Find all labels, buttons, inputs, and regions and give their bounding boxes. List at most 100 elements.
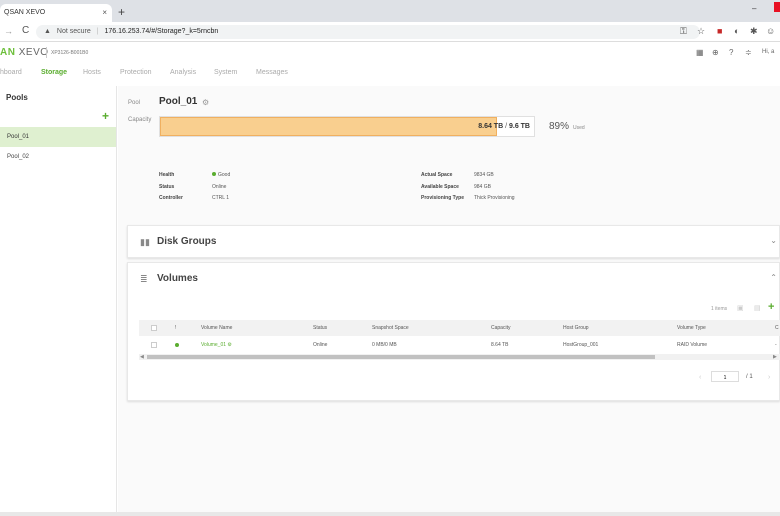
health-value-text: Good xyxy=(218,172,231,178)
nav-protection[interactable]: Protection xyxy=(120,69,152,76)
new-tab-button[interactable]: + xyxy=(118,5,126,19)
grid-icon[interactable]: ▦ xyxy=(696,48,704,57)
controller-label: Controller xyxy=(159,195,183,201)
pool-name: Pool_01 xyxy=(159,96,198,107)
key-icon[interactable]: ⚿ xyxy=(680,26,687,36)
volume-count: 1 items xyxy=(711,306,728,312)
col-volume-type[interactable]: Volume Type xyxy=(677,325,706,331)
pools-title: Pools xyxy=(6,93,28,102)
nav-dashboard[interactable]: hboard xyxy=(0,69,22,76)
nav-system[interactable]: System xyxy=(214,69,238,76)
page-total: / 1 xyxy=(746,374,753,380)
col-status[interactable]: Status xyxy=(313,325,328,331)
help-icon[interactable]: ? xyxy=(729,48,734,57)
row-checkbox[interactable] xyxy=(151,342,157,348)
window-minimize-button[interactable]: – xyxy=(752,4,757,13)
pool-item-pool-01[interactable]: Pool_01 xyxy=(0,127,116,147)
star-icon[interactable]: ☆ xyxy=(697,26,706,36)
bottom-status-bar xyxy=(0,512,780,516)
app-header: AN XEVO XP3126-B001B0 ▦ ⊕ ? ≑ Hi, a xyxy=(0,42,780,64)
scroll-right-icon[interactable]: ▶ xyxy=(773,354,777,360)
capacity-total: 9.6 TB xyxy=(508,123,530,130)
extension-circle-icon[interactable]: ◐ xyxy=(734,26,740,36)
app-logo: AN XEVO xyxy=(0,47,49,58)
trash-icon[interactable]: ▤ xyxy=(754,305,761,312)
prev-page-icon[interactable]: ‹ xyxy=(699,374,702,381)
user-greeting[interactable]: Hi, a xyxy=(762,49,775,55)
nav-hosts[interactable]: Hosts xyxy=(83,69,101,76)
nav-storage[interactable]: Storage xyxy=(41,69,68,76)
status-label: Status xyxy=(159,184,175,190)
col-alert[interactable]: ! xyxy=(175,325,177,331)
extensions-puzzle-icon[interactable]: ✱ xyxy=(750,26,758,36)
table-horizontal-scrollbar[interactable] xyxy=(139,354,780,360)
volume-extra-cell: - xyxy=(775,342,777,348)
volume-capacity-cell: 8.64 TB xyxy=(491,342,509,348)
volume-name-link[interactable]: Volume_01 xyxy=(201,342,227,348)
tab-title: QSAN XEVO xyxy=(4,9,46,16)
volumes-table-header: ! Volume Name Status Snapshot Space Capa… xyxy=(139,320,780,336)
url-omnibox[interactable]: ▲ Not secure | 176.16.253.74/#/Storage?_… xyxy=(36,25,700,39)
nav-messages[interactable]: Messages xyxy=(256,69,288,76)
available-space-label: Available Space xyxy=(421,184,459,190)
volumes-title: Volumes xyxy=(157,273,198,284)
capacity-label: Capacity xyxy=(128,117,152,123)
scroll-left-icon[interactable]: ◀ xyxy=(140,354,144,360)
capacity-used-label: Used xyxy=(573,125,585,131)
volume-host-group-cell: HostGroup_001 xyxy=(563,342,599,348)
disk-groups-title: Disk Groups xyxy=(157,236,217,247)
extension-pdf-icon[interactable]: ■ xyxy=(717,26,723,36)
col-capacity[interactable]: Capacity xyxy=(491,325,511,331)
capacity-bar: 8.64 TB / 9.6 TB xyxy=(159,116,535,137)
url-text: 176.16.253.74/#/Storage?_k=5rncbn xyxy=(104,28,219,35)
health-label: Health xyxy=(159,172,175,178)
volume-name-cell[interactable]: Volume_01 ⚙ xyxy=(201,342,232,348)
browser-tab[interactable]: QSAN XEVO × xyxy=(0,4,112,22)
scrollbar-thumb[interactable] xyxy=(147,355,655,359)
url-separator: | xyxy=(96,28,99,35)
gear-icon[interactable]: ⚙ xyxy=(227,342,232,348)
logo-brand: AN xyxy=(0,47,16,58)
provisioning-type-value: Thick Provisioning xyxy=(474,195,515,201)
volume-status-dot xyxy=(175,343,179,347)
gear-icon[interactable]: ⚙ xyxy=(202,98,210,107)
nav-analysis[interactable]: Analysis xyxy=(170,69,197,76)
network-icon[interactable]: ≑ xyxy=(745,48,752,57)
col-host-group[interactable]: Host Group xyxy=(563,325,589,331)
pool-item-pool-02[interactable]: Pool_02 xyxy=(7,154,30,160)
warning-icon: ▲ xyxy=(44,28,51,35)
next-page-icon[interactable]: › xyxy=(768,374,771,381)
col-snapshot-space[interactable]: Snapshot Space xyxy=(372,325,409,331)
pools-sidebar: Pools + Pool_01 Pool_02 xyxy=(0,86,117,516)
chevron-up-icon[interactable]: ⌃ xyxy=(770,273,777,282)
col-extra[interactable]: C xyxy=(775,325,779,331)
provisioning-type-label: Provisioning Type xyxy=(421,195,464,201)
select-all-checkbox[interactable] xyxy=(151,325,157,331)
back-icon[interactable]: → xyxy=(4,26,13,36)
reload-icon[interactable]: C xyxy=(22,25,30,36)
capacity-percent: 89% xyxy=(549,121,570,132)
actual-space-label: Actual Space xyxy=(421,172,453,178)
volume-status-cell: Online xyxy=(313,342,328,348)
capacity-bar-fill xyxy=(160,117,497,136)
not-secure-label: Not secure xyxy=(56,28,91,35)
camera-icon[interactable]: ▣ xyxy=(737,305,744,312)
main-nav: hboard Storage Hosts Protection Analysis… xyxy=(0,64,780,86)
pool-label: Pool xyxy=(128,100,141,106)
disk-groups-panel[interactable]: ▮▮ Disk Groups ⌄ xyxy=(127,225,780,258)
health-status-dot xyxy=(212,172,216,176)
add-pool-button[interactable]: + xyxy=(102,109,110,123)
browser-tab-bar: QSAN XEVO × + – xyxy=(0,0,780,22)
tab-close-icon[interactable]: × xyxy=(102,8,107,17)
add-volume-button[interactable]: + xyxy=(768,301,775,313)
globe-icon[interactable]: ⊕ xyxy=(712,48,719,57)
logo-divider xyxy=(46,47,47,58)
page-number-input[interactable] xyxy=(711,371,739,382)
browser-address-bar: → C ▲ Not secure | 176.16.253.74/#/Stora… xyxy=(0,22,780,42)
model-number: XP3126-B001B0 xyxy=(51,50,89,56)
profile-avatar-icon[interactable]: ☺ xyxy=(766,26,776,36)
chevron-down-icon[interactable]: ⌄ xyxy=(770,236,777,245)
window-close-button[interactable] xyxy=(774,2,780,12)
col-volume-name[interactable]: Volume Name xyxy=(201,325,233,331)
disk-icon: ▮▮ xyxy=(140,237,150,247)
